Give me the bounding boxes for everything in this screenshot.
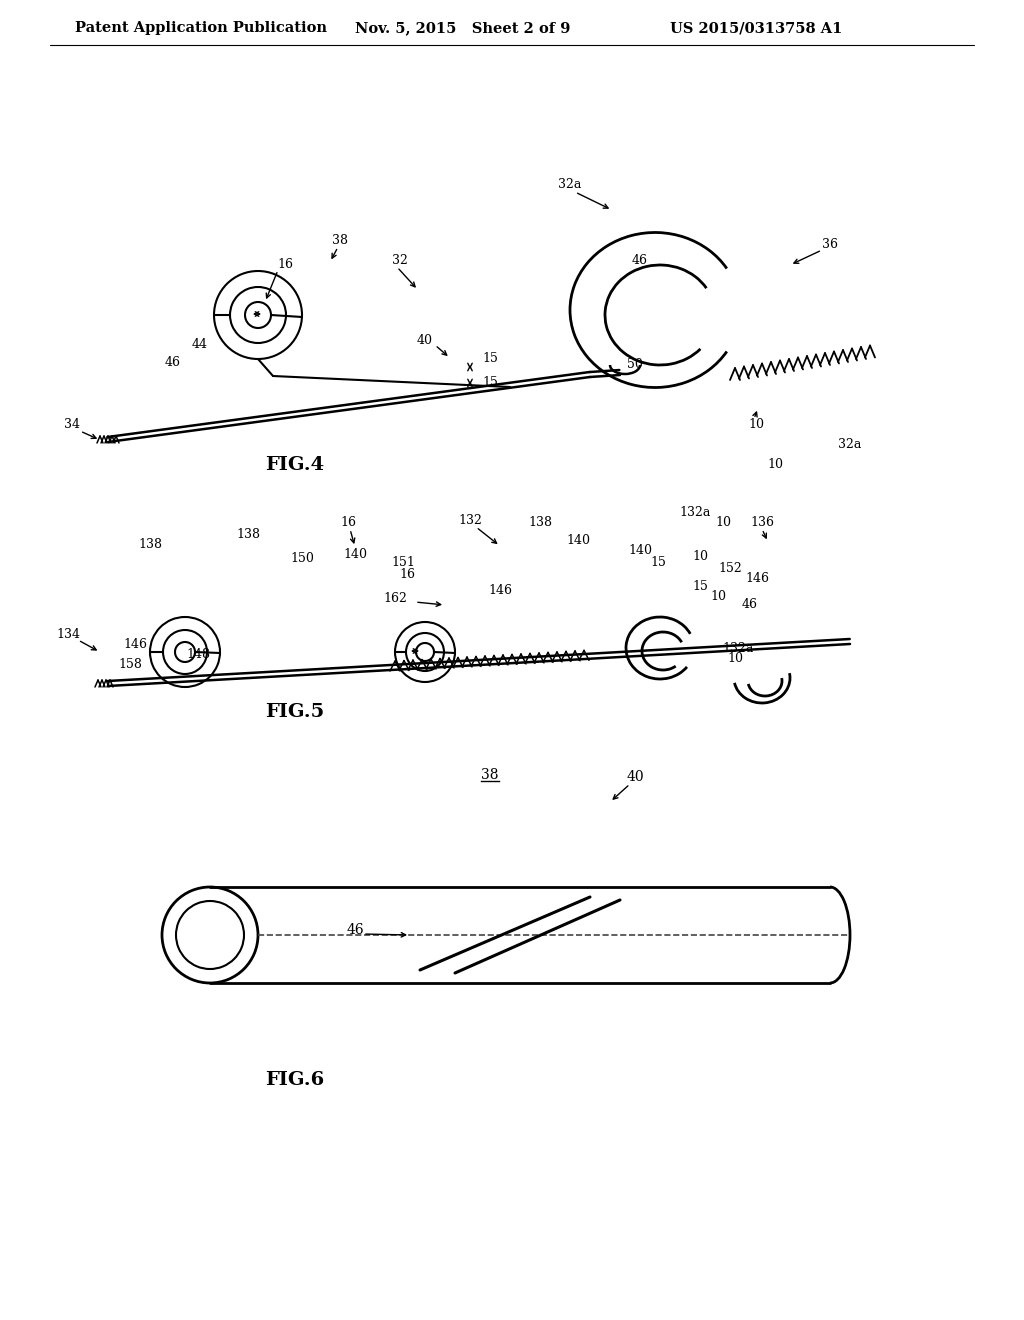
Text: 36: 36 xyxy=(822,239,838,252)
Text: 46: 46 xyxy=(742,598,758,611)
Text: 140: 140 xyxy=(343,549,367,561)
Text: 10: 10 xyxy=(692,550,708,564)
Text: 15: 15 xyxy=(692,581,708,594)
Text: Patent Application Publication: Patent Application Publication xyxy=(75,21,327,36)
Text: 132a: 132a xyxy=(679,506,711,519)
Text: 16: 16 xyxy=(340,516,356,528)
Text: 46: 46 xyxy=(346,923,364,937)
Text: US 2015/0313758 A1: US 2015/0313758 A1 xyxy=(670,21,843,36)
Text: 15: 15 xyxy=(482,375,498,388)
Text: FIG.4: FIG.4 xyxy=(265,455,325,474)
Text: 34: 34 xyxy=(63,418,80,432)
Text: 158: 158 xyxy=(118,657,142,671)
Text: 151: 151 xyxy=(391,557,415,569)
Text: 138: 138 xyxy=(138,539,162,552)
Text: 38: 38 xyxy=(332,234,348,247)
Text: 140: 140 xyxy=(628,544,652,557)
Text: 10: 10 xyxy=(715,516,731,528)
Text: 10: 10 xyxy=(767,458,783,471)
Text: FIG.6: FIG.6 xyxy=(265,1071,325,1089)
Text: 146: 146 xyxy=(488,583,512,597)
Text: 38: 38 xyxy=(481,768,499,781)
Text: 10: 10 xyxy=(727,652,743,665)
Text: 16: 16 xyxy=(399,569,415,582)
Text: 138: 138 xyxy=(528,516,552,528)
Text: Nov. 5, 2015   Sheet 2 of 9: Nov. 5, 2015 Sheet 2 of 9 xyxy=(355,21,570,36)
Text: 32a: 32a xyxy=(839,438,861,451)
Text: 148: 148 xyxy=(186,648,210,660)
Text: 40: 40 xyxy=(417,334,433,346)
Text: 134: 134 xyxy=(56,627,80,640)
Text: 32: 32 xyxy=(392,253,408,267)
Text: 44: 44 xyxy=(193,338,208,351)
Text: 162: 162 xyxy=(383,591,407,605)
Text: 46: 46 xyxy=(632,253,648,267)
Text: 138: 138 xyxy=(236,528,260,540)
Text: 15: 15 xyxy=(482,351,498,364)
Text: 10: 10 xyxy=(710,590,726,603)
Text: FIG.5: FIG.5 xyxy=(265,704,325,721)
Text: 140: 140 xyxy=(566,533,590,546)
Text: 16: 16 xyxy=(278,259,293,272)
Text: 146: 146 xyxy=(123,638,147,651)
Text: 32a: 32a xyxy=(558,178,582,191)
Text: 136: 136 xyxy=(750,516,774,528)
Text: 50: 50 xyxy=(627,359,643,371)
Text: 15: 15 xyxy=(650,556,666,569)
Text: 132: 132 xyxy=(458,513,482,527)
Text: 46: 46 xyxy=(165,355,181,368)
Text: 152: 152 xyxy=(718,561,741,574)
Text: 40: 40 xyxy=(627,770,644,784)
Text: 146: 146 xyxy=(745,572,769,585)
Text: 132a: 132a xyxy=(722,642,754,655)
Text: 150: 150 xyxy=(290,552,314,565)
Text: 10: 10 xyxy=(748,418,764,432)
